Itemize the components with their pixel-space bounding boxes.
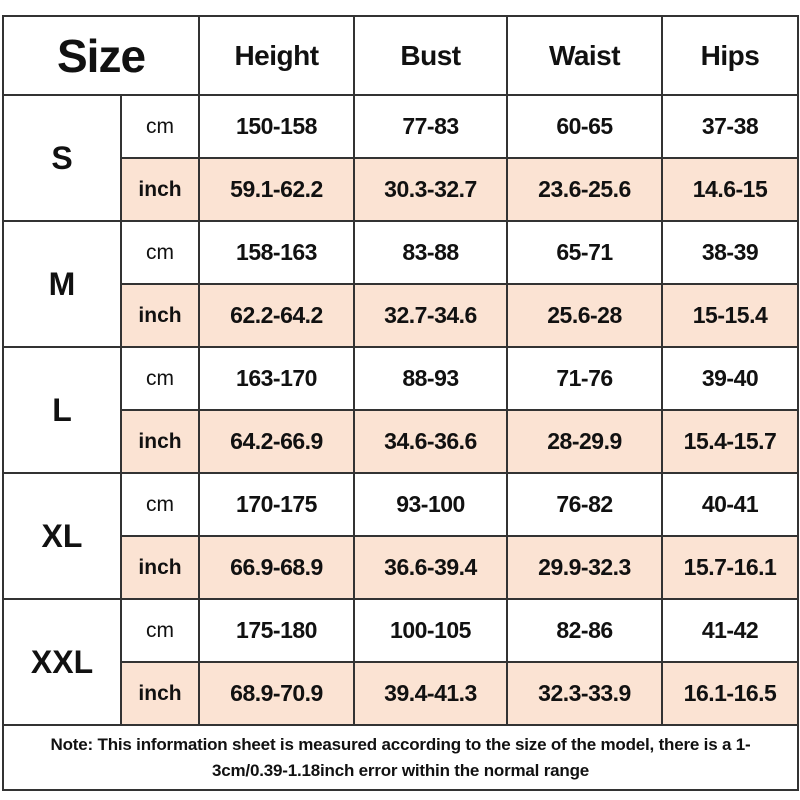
unit-cell: inch — [119, 157, 201, 222]
value-cell: 60-65 — [506, 94, 664, 159]
value-cell: 16.1-16.5 — [661, 661, 800, 726]
value-cell: 23.6-25.6 — [506, 157, 664, 222]
unit-cell: cm — [119, 220, 201, 285]
value-cell: 62.2-64.2 — [198, 283, 356, 348]
value-cell: 68.9-70.9 — [198, 661, 356, 726]
unit-cell: cm — [119, 94, 201, 159]
value-cell: 66.9-68.9 — [198, 535, 356, 600]
value-cell: 175-180 — [198, 598, 356, 663]
row-s-cm: S cm 150-158 77-83 60-65 37-38 — [2, 94, 800, 222]
value-cell: 15.4-15.7 — [661, 409, 800, 474]
value-cell: 37-38 — [661, 94, 800, 159]
unit-cell: cm — [119, 346, 201, 411]
value-cell: 64.2-66.9 — [198, 409, 356, 474]
row-l-cm: L cm 163-170 88-93 71-76 39-40 — [2, 346, 800, 474]
header-hips: Hips — [661, 15, 800, 96]
unit-cell: cm — [119, 598, 201, 663]
row-s-inch: inch 59.1-62.2 30.3-32.7 23.6-25.6 14.6-… — [3, 157, 800, 222]
header-waist: Waist — [506, 15, 664, 96]
unit-cell: inch — [119, 661, 201, 726]
value-cell: 38-39 — [661, 220, 800, 285]
value-cell: 39-40 — [661, 346, 800, 411]
value-cell: 170-175 — [198, 472, 356, 537]
value-cell: 15.7-16.1 — [661, 535, 800, 600]
row-xxl-inch: inch 68.9-70.9 39.4-41.3 32.3-33.9 16.1-… — [3, 661, 800, 726]
value-cell: 100-105 — [353, 598, 509, 663]
value-cell: 14.6-15 — [661, 157, 800, 222]
value-cell: 65-71 — [506, 220, 664, 285]
value-cell: 88-93 — [353, 346, 509, 411]
size-chart-table: Size Height Bust Waist Hips S cm 150-158… — [1, 15, 800, 791]
unit-cell: cm — [119, 472, 201, 537]
value-cell: 71-76 — [506, 346, 664, 411]
row-xxl-cm: XXL cm 175-180 100-105 82-86 41-42 — [2, 598, 800, 726]
size-label-cell: L — [2, 346, 122, 474]
value-cell: 28-29.9 — [506, 409, 664, 474]
value-cell: 34.6-36.6 — [353, 409, 509, 474]
size-label-cell: XXL — [2, 598, 122, 726]
value-cell: 77-83 — [353, 94, 509, 159]
row-m-inch: inch 62.2-64.2 32.7-34.6 25.6-28 15-15.4 — [3, 283, 800, 348]
value-cell: 82-86 — [506, 598, 664, 663]
value-cell: 25.6-28 — [506, 283, 664, 348]
value-cell: 29.9-32.3 — [506, 535, 664, 600]
value-cell: 40-41 — [661, 472, 800, 537]
value-cell: 93-100 — [353, 472, 509, 537]
note-text: Note: This information sheet is measured… — [1, 724, 800, 791]
unit-cell: inch — [119, 283, 201, 348]
note-row: Note: This information sheet is measured… — [1, 724, 800, 791]
row-xl-inch: inch 66.9-68.9 36.6-39.4 29.9-32.3 15.7-… — [3, 535, 800, 600]
value-cell: 163-170 — [198, 346, 356, 411]
value-cell: 41-42 — [661, 598, 800, 663]
value-cell: 59.1-62.2 — [198, 157, 356, 222]
value-cell: 32.3-33.9 — [506, 661, 664, 726]
size-label-cell: S — [2, 94, 122, 222]
value-cell: 83-88 — [353, 220, 509, 285]
value-cell: 39.4-41.3 — [353, 661, 509, 726]
unit-cell: inch — [119, 409, 201, 474]
header-size: Size — [1, 15, 201, 96]
value-cell: 30.3-32.7 — [353, 157, 509, 222]
header-height: Height — [198, 15, 356, 96]
value-cell: 36.6-39.4 — [353, 535, 509, 600]
value-cell: 76-82 — [506, 472, 664, 537]
header-bust: Bust — [353, 15, 509, 96]
value-cell: 150-158 — [198, 94, 356, 159]
row-l-inch: inch 64.2-66.9 34.6-36.6 28-29.9 15.4-15… — [3, 409, 800, 474]
value-cell: 32.7-34.6 — [353, 283, 509, 348]
header-row: Size Height Bust Waist Hips — [1, 15, 800, 96]
row-m-cm: M cm 158-163 83-88 65-71 38-39 — [2, 220, 800, 348]
size-label-cell: M — [2, 220, 122, 348]
value-cell: 158-163 — [198, 220, 356, 285]
size-label-cell: XL — [2, 472, 122, 600]
row-xl-cm: XL cm 170-175 93-100 76-82 40-41 — [2, 472, 800, 600]
value-cell: 15-15.4 — [661, 283, 800, 348]
unit-cell: inch — [119, 535, 201, 600]
